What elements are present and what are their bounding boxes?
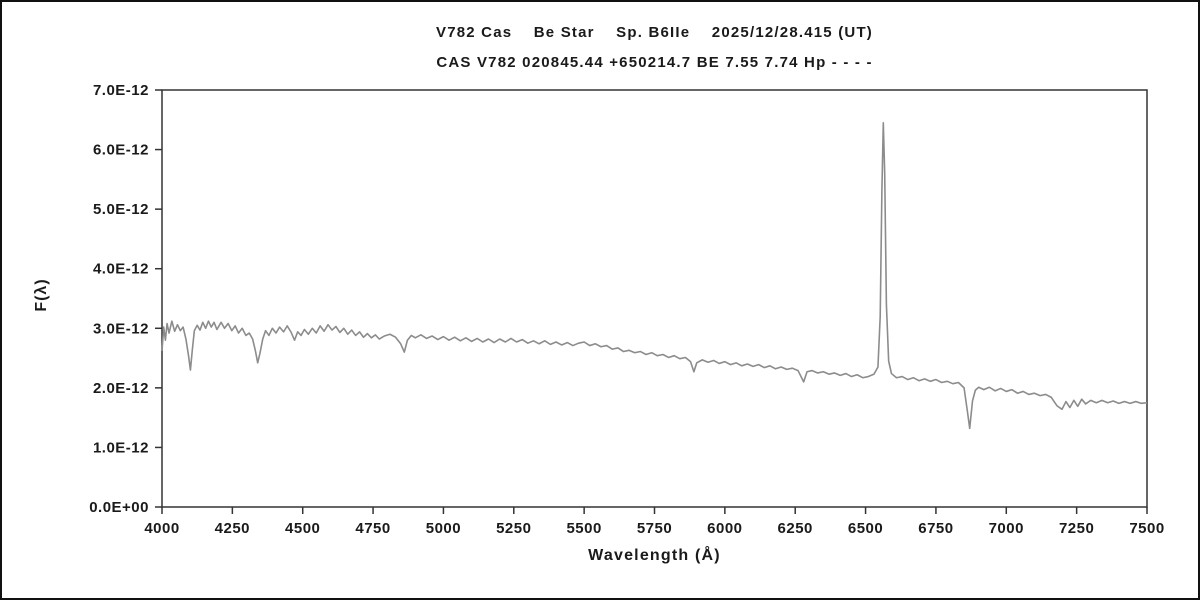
y-tick-label: 5.0E-12 xyxy=(93,201,149,218)
x-tick-label: 6750 xyxy=(918,520,953,537)
y-tick-label: 1.0E-12 xyxy=(93,439,149,456)
spectrum-line xyxy=(161,121,1148,430)
x-tick-label: 4250 xyxy=(215,520,250,537)
y-tick-label: 4.0E-12 xyxy=(93,261,149,278)
x-tick-label: 6500 xyxy=(848,520,883,537)
x-tick-label: 6000 xyxy=(707,520,742,537)
x-tick-label: 5750 xyxy=(637,520,672,537)
x-tick-label: 7250 xyxy=(1059,520,1094,537)
plot-border xyxy=(161,89,1148,508)
x-tick-label: 5000 xyxy=(426,520,461,537)
x-tick-label: 5250 xyxy=(496,520,531,537)
x-tick-label: 4750 xyxy=(355,520,390,537)
x-tick-label: 7500 xyxy=(1129,520,1164,537)
y-tick-label: 7.0E-12 xyxy=(93,82,149,99)
x-tick-label: 4000 xyxy=(144,520,179,537)
x-tick-label: 5500 xyxy=(566,520,601,537)
x-tick-label: 6250 xyxy=(778,520,813,537)
x-tick-label: 4500 xyxy=(285,520,320,537)
x-tick-label: 7000 xyxy=(989,520,1024,537)
spectrum-plot: 4000 4250 4500 4750 5000 5250 5500 5750 6000 6250… xyxy=(89,82,1164,537)
y-axis-title: F(λ) xyxy=(33,278,50,312)
y-tick-label: 2.0E-12 xyxy=(93,380,149,397)
x-axis-title: Wavelength (Å) xyxy=(588,547,721,564)
chart-title: V782 Cas Be Star Sp. B6IIe 2025/12/28.41… xyxy=(435,24,874,41)
y-tick-label: 6.0E-12 xyxy=(93,142,149,159)
y-tick-label: 3.0E-12 xyxy=(93,320,149,337)
y-tick-label: 0.0E+00 xyxy=(89,499,149,516)
chart-subtitle: CAS V782 020845.44 +650214.7 BE 7.55 7.7… xyxy=(436,54,873,71)
